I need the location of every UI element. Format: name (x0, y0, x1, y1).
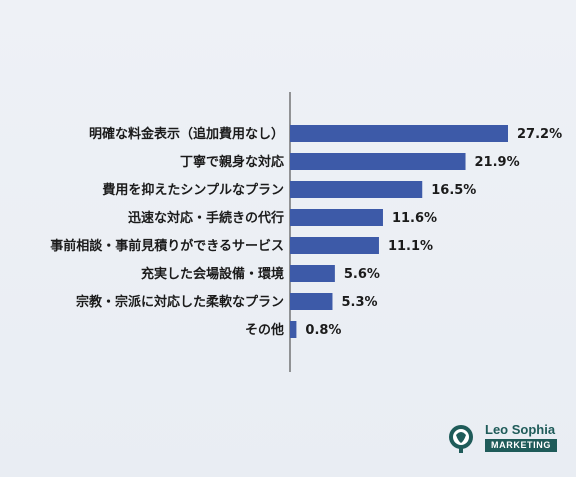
bar (290, 321, 297, 338)
value-label: 27.2% (517, 127, 562, 142)
value-label: 21.9% (475, 155, 520, 170)
value-label: 11.6% (392, 211, 437, 226)
bar (290, 237, 379, 254)
value-label: 5.3% (341, 295, 377, 310)
bar (290, 153, 466, 170)
category-label: 費用を抑えたシンプルなプラン (102, 182, 284, 198)
leo-sophia-logo: Leo Sophia MARKETING (447, 422, 567, 456)
category-label: 明確な料金表示（追加費用なし） (89, 126, 284, 142)
logo-brand: Leo Sophia (485, 422, 556, 437)
value-label: 16.5% (431, 183, 476, 198)
category-label: その他 (245, 322, 284, 338)
category-label: 充実した会場設備・環境 (141, 266, 284, 282)
category-labels: 明確な料金表示（追加費用なし） 丁寧で親身な対応費用を抑えたシンプルなプラン迅速な… (50, 126, 284, 338)
category-label: 丁寧で親身な対応 (180, 154, 284, 170)
value-label: 0.8% (305, 323, 341, 338)
logo-sub: MARKETING (485, 439, 557, 452)
value-label: 11.1% (388, 239, 433, 254)
category-label: 宗教・宗派に対応した柔軟なプラン (76, 294, 284, 310)
bar (290, 265, 335, 282)
bar (290, 293, 333, 310)
bar (290, 181, 423, 198)
value-label: 5.6% (344, 267, 380, 282)
bar (290, 209, 383, 226)
lion-icon (449, 425, 473, 453)
bar (290, 125, 508, 142)
bars-group (290, 125, 508, 338)
category-label: 迅速な対応・手続きの代行 (128, 210, 284, 226)
value-labels: 27.2% 21.9% 16.5% 11.6% 11.1% 5.6% 5.3%0.8% (305, 127, 562, 338)
category-label: 事前相談・事前見積りができるサービス (50, 238, 284, 254)
